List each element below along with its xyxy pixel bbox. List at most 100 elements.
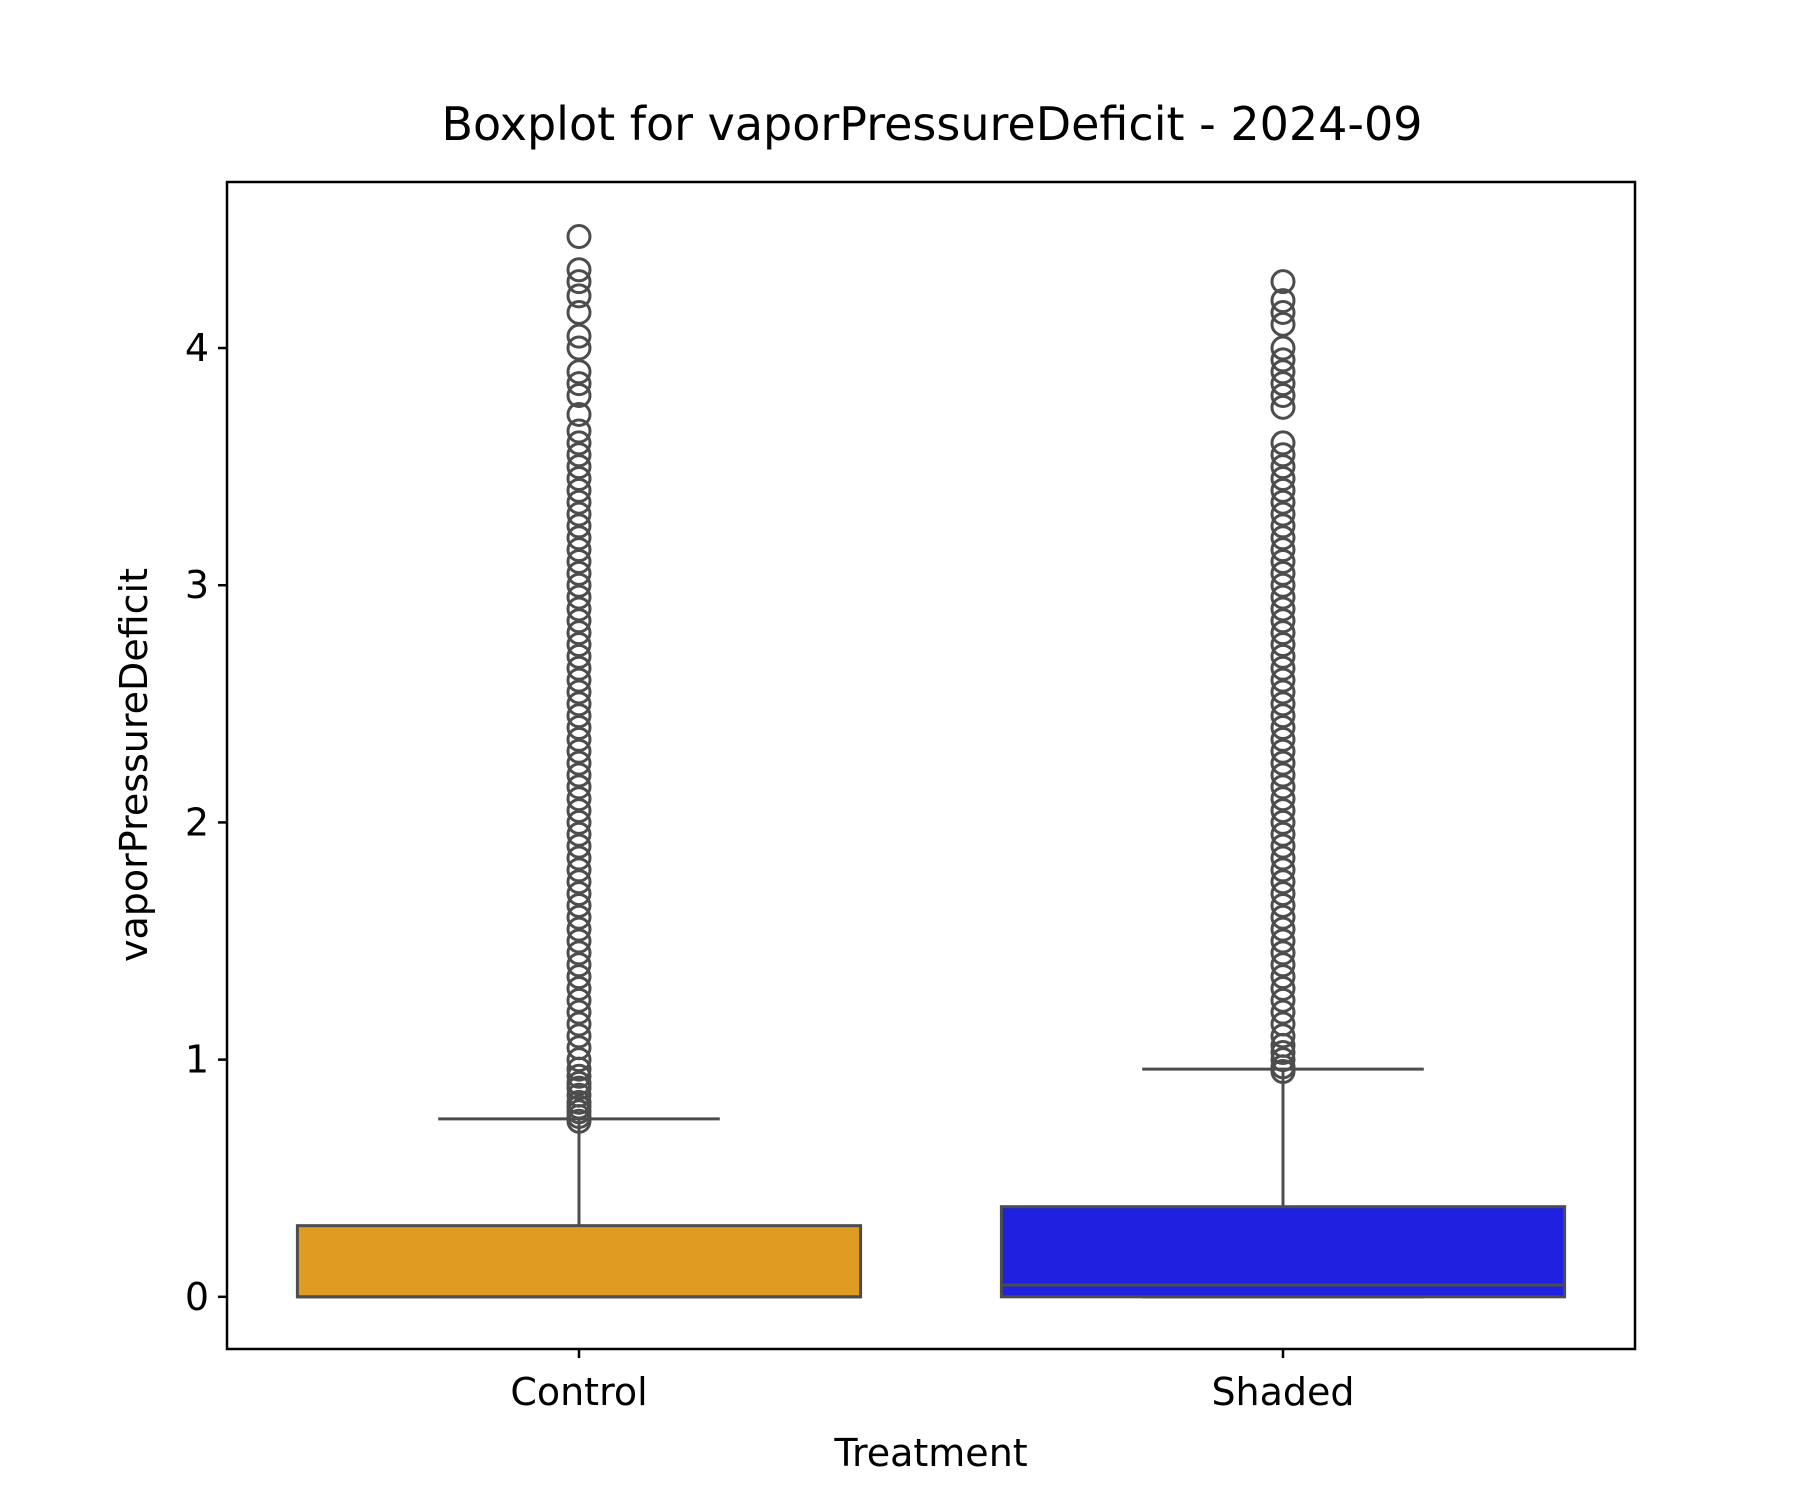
outlier-point <box>566 537 592 563</box>
outlier-point <box>1270 572 1296 598</box>
outlier-point <box>1270 881 1296 907</box>
outlier-point <box>1270 798 1296 824</box>
outlier-point <box>1270 513 1296 539</box>
outlier-point <box>1270 916 1296 942</box>
outlier-point <box>566 821 592 847</box>
y-axis: 0 1 2 3 4 <box>185 326 227 1319</box>
outlier-point <box>566 501 592 527</box>
outlier-point <box>1270 269 1296 295</box>
outlier-point <box>1270 774 1296 800</box>
outlier-point <box>566 224 592 250</box>
outlier-point <box>566 786 592 812</box>
outlier-point <box>566 999 592 1025</box>
outlier-point <box>1270 999 1296 1025</box>
outlier-point <box>1270 525 1296 551</box>
outlier-point <box>566 465 592 491</box>
x-axis-label: Treatment <box>833 1431 1027 1475</box>
outlier-point <box>1270 940 1296 966</box>
outlier-point <box>566 299 592 325</box>
outlier-point <box>566 620 592 646</box>
outlier-point <box>566 584 592 610</box>
outlier-point <box>566 257 592 283</box>
outlier-point <box>1270 904 1296 930</box>
outlier-point <box>1270 394 1296 420</box>
y-tick-label: 3 <box>185 563 209 607</box>
outlier-point <box>1270 679 1296 705</box>
outlier-point <box>566 928 592 954</box>
outlier-point <box>566 881 592 907</box>
outlier-point <box>1270 584 1296 610</box>
outlier-point <box>1270 928 1296 954</box>
outlier-point <box>566 371 592 397</box>
outlier-point <box>1270 655 1296 681</box>
outlier-point <box>1270 465 1296 491</box>
outlier-point <box>1270 726 1296 752</box>
outlier-point <box>566 798 592 824</box>
outlier-point <box>1270 288 1296 314</box>
outlier-point <box>566 715 592 741</box>
outlier-point <box>1270 892 1296 918</box>
outlier-point <box>566 774 592 800</box>
x-tick-label: Control <box>510 1370 647 1414</box>
outlier-point <box>566 1047 592 1073</box>
outlier-point <box>566 655 592 681</box>
outlier-point <box>566 632 592 658</box>
outlier-point <box>566 916 592 942</box>
outlier-point <box>566 477 592 503</box>
outlier-point <box>566 857 592 883</box>
outlier-point <box>566 833 592 859</box>
y-tick-label: 0 <box>185 1275 209 1319</box>
outlier-point <box>1270 762 1296 788</box>
outlier-point <box>566 572 592 598</box>
outlier-point <box>566 1089 592 1115</box>
outlier-point <box>1270 477 1296 503</box>
outlier-point <box>1270 454 1296 480</box>
box-group-control <box>295 224 863 1299</box>
outlier-point <box>1270 382 1296 408</box>
outlier-point <box>566 489 592 515</box>
outlier-point <box>566 608 592 634</box>
outlier-point <box>1270 975 1296 1001</box>
outlier-point <box>566 726 592 752</box>
iqr-box <box>295 1224 863 1299</box>
outlier-point <box>1270 620 1296 646</box>
outlier-point <box>566 964 592 990</box>
outlier-point <box>1270 442 1296 468</box>
outlier-point <box>566 596 592 622</box>
outlier-point <box>566 430 592 456</box>
outlier-point <box>1270 833 1296 859</box>
outlier-point <box>566 691 592 717</box>
outlier-point <box>1270 596 1296 622</box>
outlier-point <box>1270 311 1296 337</box>
outlier-point <box>1270 359 1296 385</box>
outlier-point <box>1270 667 1296 693</box>
outlier-point <box>1270 371 1296 397</box>
outlier-point <box>566 845 592 871</box>
outlier-point <box>566 323 592 349</box>
outlier-point <box>566 549 592 575</box>
outlier-point <box>566 892 592 918</box>
outlier-point <box>1270 869 1296 895</box>
outlier-point <box>566 513 592 539</box>
y-tick-label: 2 <box>185 800 209 844</box>
outlier-point <box>566 382 592 408</box>
y-tick-label: 1 <box>185 1038 209 1082</box>
iqr-box <box>999 1205 1567 1299</box>
outlier-point <box>1270 1023 1296 1049</box>
outlier-point <box>566 418 592 444</box>
outlier-point <box>566 667 592 693</box>
outlier-point <box>566 940 592 966</box>
outlier-point <box>1270 715 1296 741</box>
outlier-point <box>1270 501 1296 527</box>
outlier-point <box>1270 643 1296 669</box>
outlier-point <box>566 454 592 480</box>
outlier-point <box>1270 299 1296 325</box>
outlier-point <box>566 987 592 1013</box>
outlier-point <box>566 869 592 895</box>
outlier-point <box>1270 738 1296 764</box>
x-axis: Control Shaded <box>510 1349 1355 1414</box>
outlier-point <box>1270 1047 1296 1073</box>
outlier-point <box>1270 786 1296 812</box>
outlier-point <box>566 679 592 705</box>
